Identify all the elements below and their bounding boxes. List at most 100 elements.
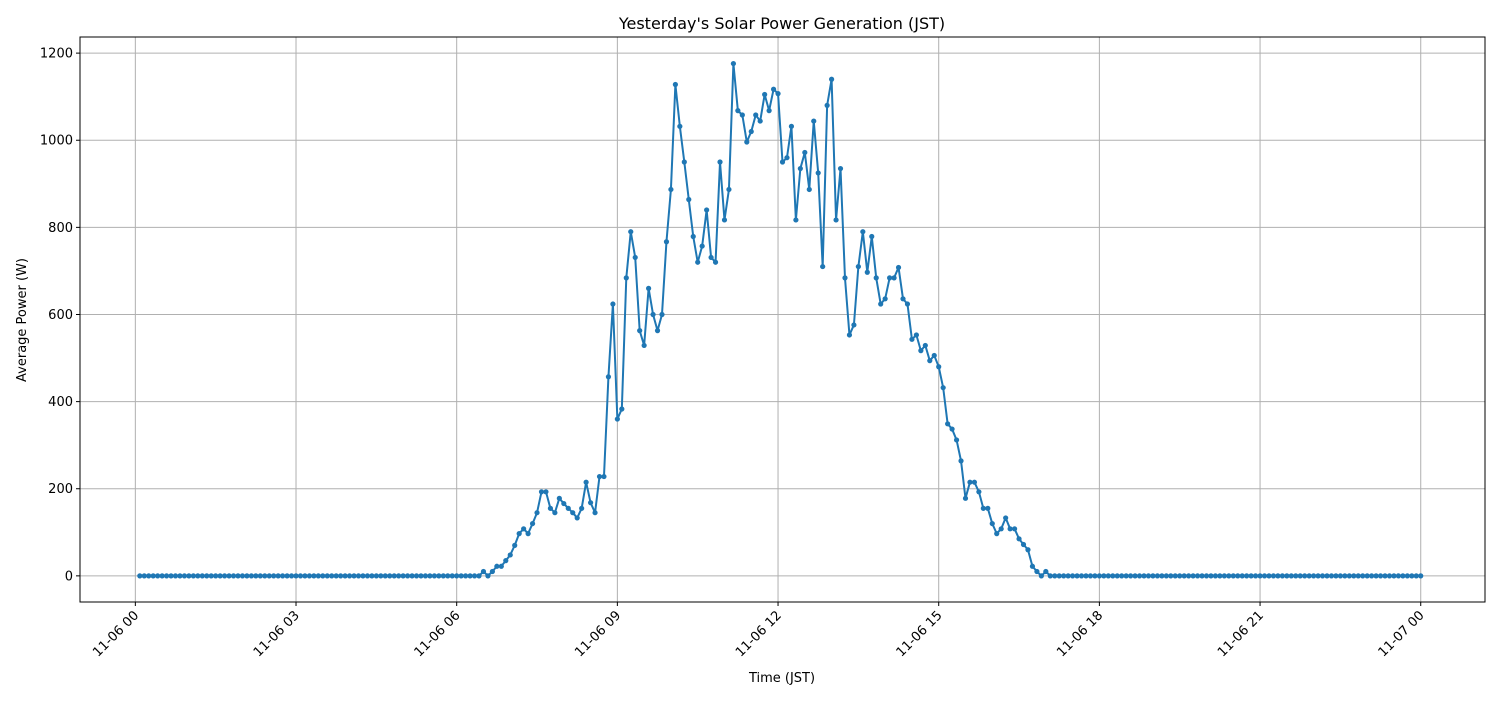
- data-point: [668, 186, 674, 193]
- data-point: [980, 505, 986, 511]
- data-point: [516, 531, 522, 537]
- data-point: [775, 91, 781, 97]
- data-point: [704, 207, 710, 213]
- data-point: [1025, 547, 1031, 553]
- data-point: [1123, 573, 1129, 579]
- data-point: [1404, 573, 1410, 579]
- x-tick-label: 11-06 00: [90, 608, 142, 660]
- data-point: [574, 515, 580, 521]
- data-point: [248, 573, 254, 579]
- x-tick-label: 11-06 06: [412, 608, 464, 660]
- data-point: [333, 573, 339, 579]
- data-point: [1007, 526, 1013, 532]
- data-point: [1382, 573, 1388, 579]
- data-point: [418, 573, 424, 579]
- data-point: [1047, 573, 1053, 579]
- data-point: [989, 520, 995, 527]
- data-point: [467, 573, 473, 579]
- data-point: [806, 186, 812, 193]
- data-point: [1078, 573, 1085, 579]
- data-point: [1150, 573, 1156, 579]
- data-point: [449, 573, 455, 579]
- data-point: [159, 573, 165, 579]
- data-point: [579, 505, 585, 511]
- data-point: [1212, 573, 1219, 579]
- data-point: [958, 458, 964, 464]
- data-point: [1257, 573, 1263, 579]
- x-tick-label: 11-07 00: [1376, 608, 1428, 660]
- data-point: [1096, 573, 1102, 579]
- data-point: [1413, 573, 1419, 579]
- data-point: [721, 217, 728, 223]
- data-point: [1377, 573, 1384, 579]
- data-point: [476, 573, 482, 579]
- data-point: [1159, 573, 1165, 579]
- data-point: [1194, 573, 1201, 579]
- y-tick-label: 400: [48, 395, 73, 410]
- data-point: [1360, 573, 1366, 579]
- data-point: [190, 573, 196, 579]
- data-point: [1351, 573, 1357, 579]
- data-point: [1244, 573, 1250, 579]
- data-point: [1092, 573, 1098, 579]
- data-point: [552, 510, 558, 516]
- data-point: [887, 275, 893, 281]
- data-point: [1203, 573, 1210, 579]
- data-point: [1101, 573, 1107, 579]
- data-point: [1052, 573, 1058, 579]
- data-point: [512, 542, 518, 548]
- data-point: [1324, 573, 1330, 579]
- y-tick-label: 200: [48, 482, 73, 497]
- data-point: [311, 573, 317, 579]
- data-point: [275, 573, 281, 579]
- data-point: [244, 573, 250, 579]
- data-point: [695, 259, 701, 265]
- x-axis: 11-06 00 11-06 03 11-06 06 11-06 09 11-06 12…: [90, 602, 1428, 660]
- data-point: [529, 520, 536, 527]
- data-point: [525, 531, 531, 537]
- data-point: [137, 573, 143, 579]
- data-point: [614, 416, 620, 422]
- data-point: [1208, 573, 1214, 579]
- x-tick-label: 11-06 21: [1215, 608, 1267, 660]
- grid: [80, 37, 1485, 602]
- data-point: [199, 573, 205, 579]
- data-point: [436, 573, 442, 579]
- x-tick-label: 11-06 18: [1054, 608, 1106, 660]
- y-tick-label: 0: [65, 569, 73, 584]
- data-point: [208, 573, 214, 579]
- data-point: [654, 328, 661, 334]
- data-point: [1141, 573, 1147, 579]
- data-point: [364, 573, 371, 579]
- data-point: [949, 426, 955, 432]
- data-point: [998, 526, 1004, 532]
- data-point: [1020, 541, 1027, 548]
- data-point: [909, 336, 915, 342]
- data-point: [253, 573, 259, 579]
- data-point: [1342, 573, 1348, 579]
- data-point: [141, 573, 147, 579]
- data-point: [632, 254, 638, 261]
- data-point: [1221, 573, 1227, 579]
- data-point: [610, 301, 616, 307]
- data-point: [1154, 573, 1161, 579]
- data-point: [824, 102, 830, 108]
- data-point: [404, 573, 411, 579]
- x-tick-label: 11-06 15: [894, 608, 946, 660]
- data-point: [454, 573, 460, 579]
- y-axis-label: Average Power (W): [15, 258, 30, 382]
- data-point: [592, 510, 598, 516]
- data-point: [730, 60, 737, 67]
- data-point: [1235, 573, 1241, 579]
- data-point: [217, 573, 223, 579]
- data-point: [1355, 573, 1361, 579]
- data-point: [855, 263, 861, 270]
- data-point: [1270, 573, 1277, 579]
- data-point: [235, 573, 241, 579]
- data-point: [507, 552, 513, 558]
- data-point: [1346, 573, 1352, 579]
- data-point: [770, 86, 777, 92]
- data-point: [271, 573, 277, 579]
- data-point: [1003, 515, 1009, 521]
